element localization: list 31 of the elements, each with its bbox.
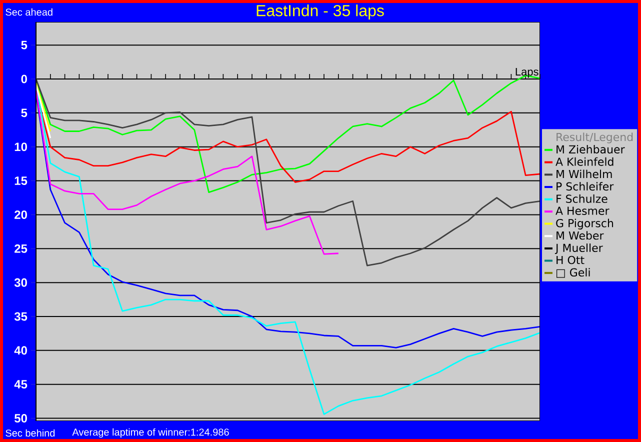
y-tick-label: 20	[14, 210, 27, 219]
line-series	[36, 89, 340, 255]
legend-label: J Mueller	[554, 244, 603, 254]
y-tick-label: 30	[14, 278, 27, 287]
legend-label: A Kleinfeld	[556, 157, 614, 166]
y-tick-label: 10	[14, 142, 27, 152]
legend-title: Result/Legend	[556, 132, 633, 144]
legend-label: H Ott	[556, 256, 584, 264]
legend-label: P Schleifer	[556, 182, 614, 191]
y-tick-label: 5	[21, 40, 28, 50]
y-tick-label: 45	[14, 380, 28, 389]
x-axis-title: Laps	[516, 68, 538, 78]
y-tick-label: 40	[14, 346, 27, 355]
text: Average laptime of winner:1:24.986	[72, 428, 229, 438]
legend-label: G Pigorsch	[556, 218, 614, 230]
chart-title: EastIndn - 35 laps	[256, 4, 384, 20]
legend-label: F Schulze	[556, 194, 608, 203]
y-tick-label: 35	[14, 312, 28, 321]
y-tick-label: 5	[21, 108, 28, 118]
text: Sec ahead	[6, 8, 52, 16]
y-tick-label: 25	[14, 244, 28, 253]
legend-label: M Ziehbauer	[556, 144, 625, 154]
legend-label: M Wilhelm	[556, 170, 612, 178]
line-series	[36, 78, 540, 266]
y-tick-label: 15	[14, 176, 28, 185]
legend-label: A Hesmer	[556, 206, 610, 215]
y-tick-label: 50	[14, 414, 27, 423]
text: Sec behind	[6, 429, 55, 437]
legend-label: □ Geli	[556, 268, 590, 278]
y-tick-label: 0	[21, 74, 27, 84]
legend-label: M Weber	[556, 231, 604, 240]
